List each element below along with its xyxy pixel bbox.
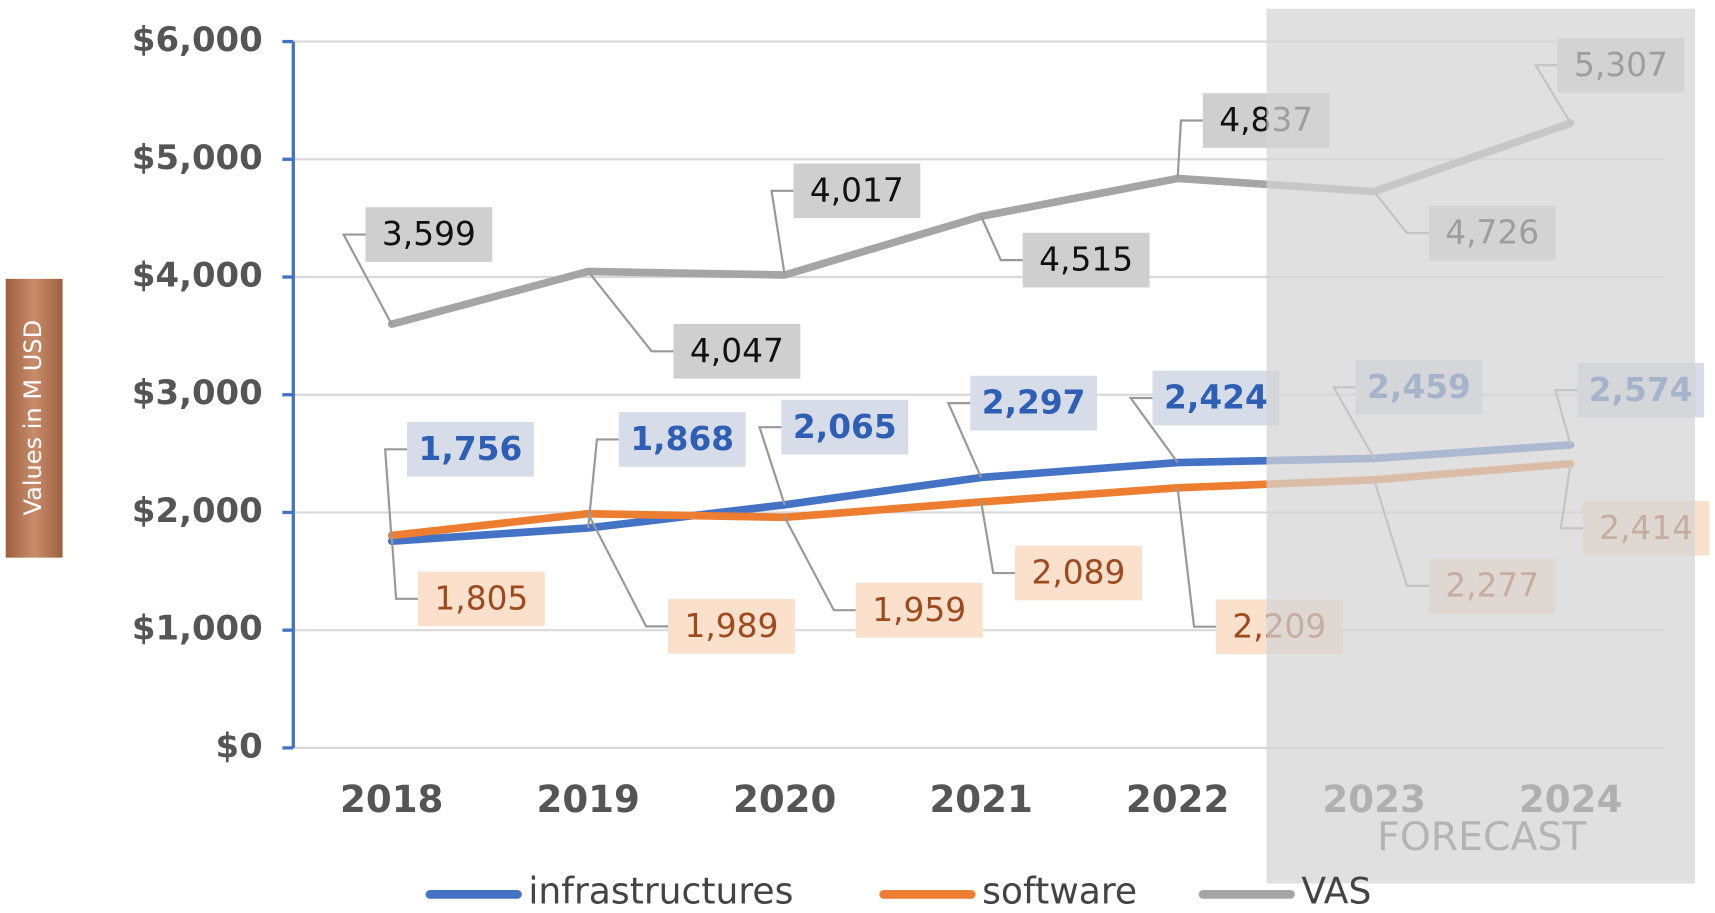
data-label-box: [668, 599, 795, 654]
data-label-box: [970, 375, 1098, 431]
data-label: 2,065: [793, 408, 897, 446]
data-label-box: [407, 421, 534, 477]
y-tick-label: $2,000: [132, 491, 263, 530]
data-label-box: [1022, 232, 1150, 288]
leader-line: [1176, 487, 1216, 628]
leader-line: [758, 426, 786, 506]
y-tick-label: $6,000: [132, 20, 263, 59]
data-label: 1,868: [630, 420, 734, 458]
data-label-box: [793, 163, 921, 219]
leader-line: [783, 516, 856, 612]
leader-line: [770, 189, 794, 276]
data-label: 1,959: [872, 591, 966, 629]
data-label: 4,515: [1039, 241, 1133, 279]
leader-line: [946, 402, 983, 478]
y-tick-label: $3,000: [132, 373, 263, 412]
x-tick-label: 2021: [929, 777, 1032, 821]
legend-label: infrastructures: [528, 870, 793, 912]
data-label: 3,599: [382, 215, 476, 253]
data-label: 1,805: [434, 579, 528, 617]
leader-line: [341, 233, 393, 325]
data-label-box: [365, 207, 493, 262]
legend-label: VAS: [1301, 870, 1371, 912]
data-label-box: [781, 399, 909, 455]
x-tick-label: 2020: [733, 777, 836, 821]
y-tick-label: $5,000: [132, 138, 263, 177]
legend-label: software: [982, 870, 1137, 912]
data-label: 4,017: [810, 171, 904, 209]
data-label-box: [855, 582, 983, 638]
data-label: 1,989: [684, 607, 778, 645]
forecast-region: [1266, 8, 1696, 884]
data-label: 2,297: [982, 384, 1086, 422]
x-tick-label: 2018: [340, 777, 443, 821]
leader-line: [587, 438, 619, 529]
leader-line: [1128, 396, 1179, 464]
leader-line: [1176, 119, 1203, 179]
leader-line: [383, 448, 408, 542]
data-label-box: [618, 412, 746, 467]
data-label-box: [417, 571, 545, 627]
y-axis-label-box: [5, 278, 63, 558]
leader-line: [980, 501, 1016, 575]
forecast-annotation: FORECAST: [1377, 814, 1587, 860]
data-label-box: [1152, 370, 1280, 426]
data-label: 2,089: [1032, 554, 1126, 592]
leader-line: [390, 535, 418, 600]
data-label: 2,424: [1164, 379, 1268, 417]
x-tick-label: 2022: [1126, 777, 1229, 821]
x-tick-label: 2019: [536, 777, 639, 821]
leader-line: [587, 270, 674, 353]
data-label-box: [1015, 545, 1142, 601]
y-tick-label: $4,000: [132, 255, 263, 294]
data-label: 4,047: [690, 332, 784, 370]
data-label-box: [673, 323, 801, 379]
data-label: 1,756: [419, 430, 523, 468]
y-tick-label: $1,000: [132, 609, 263, 648]
y-tick-label: $0: [216, 726, 263, 765]
y-axis-label: Values in M USD: [19, 320, 47, 516]
leader-line: [587, 513, 669, 628]
leader-line: [980, 215, 1023, 262]
